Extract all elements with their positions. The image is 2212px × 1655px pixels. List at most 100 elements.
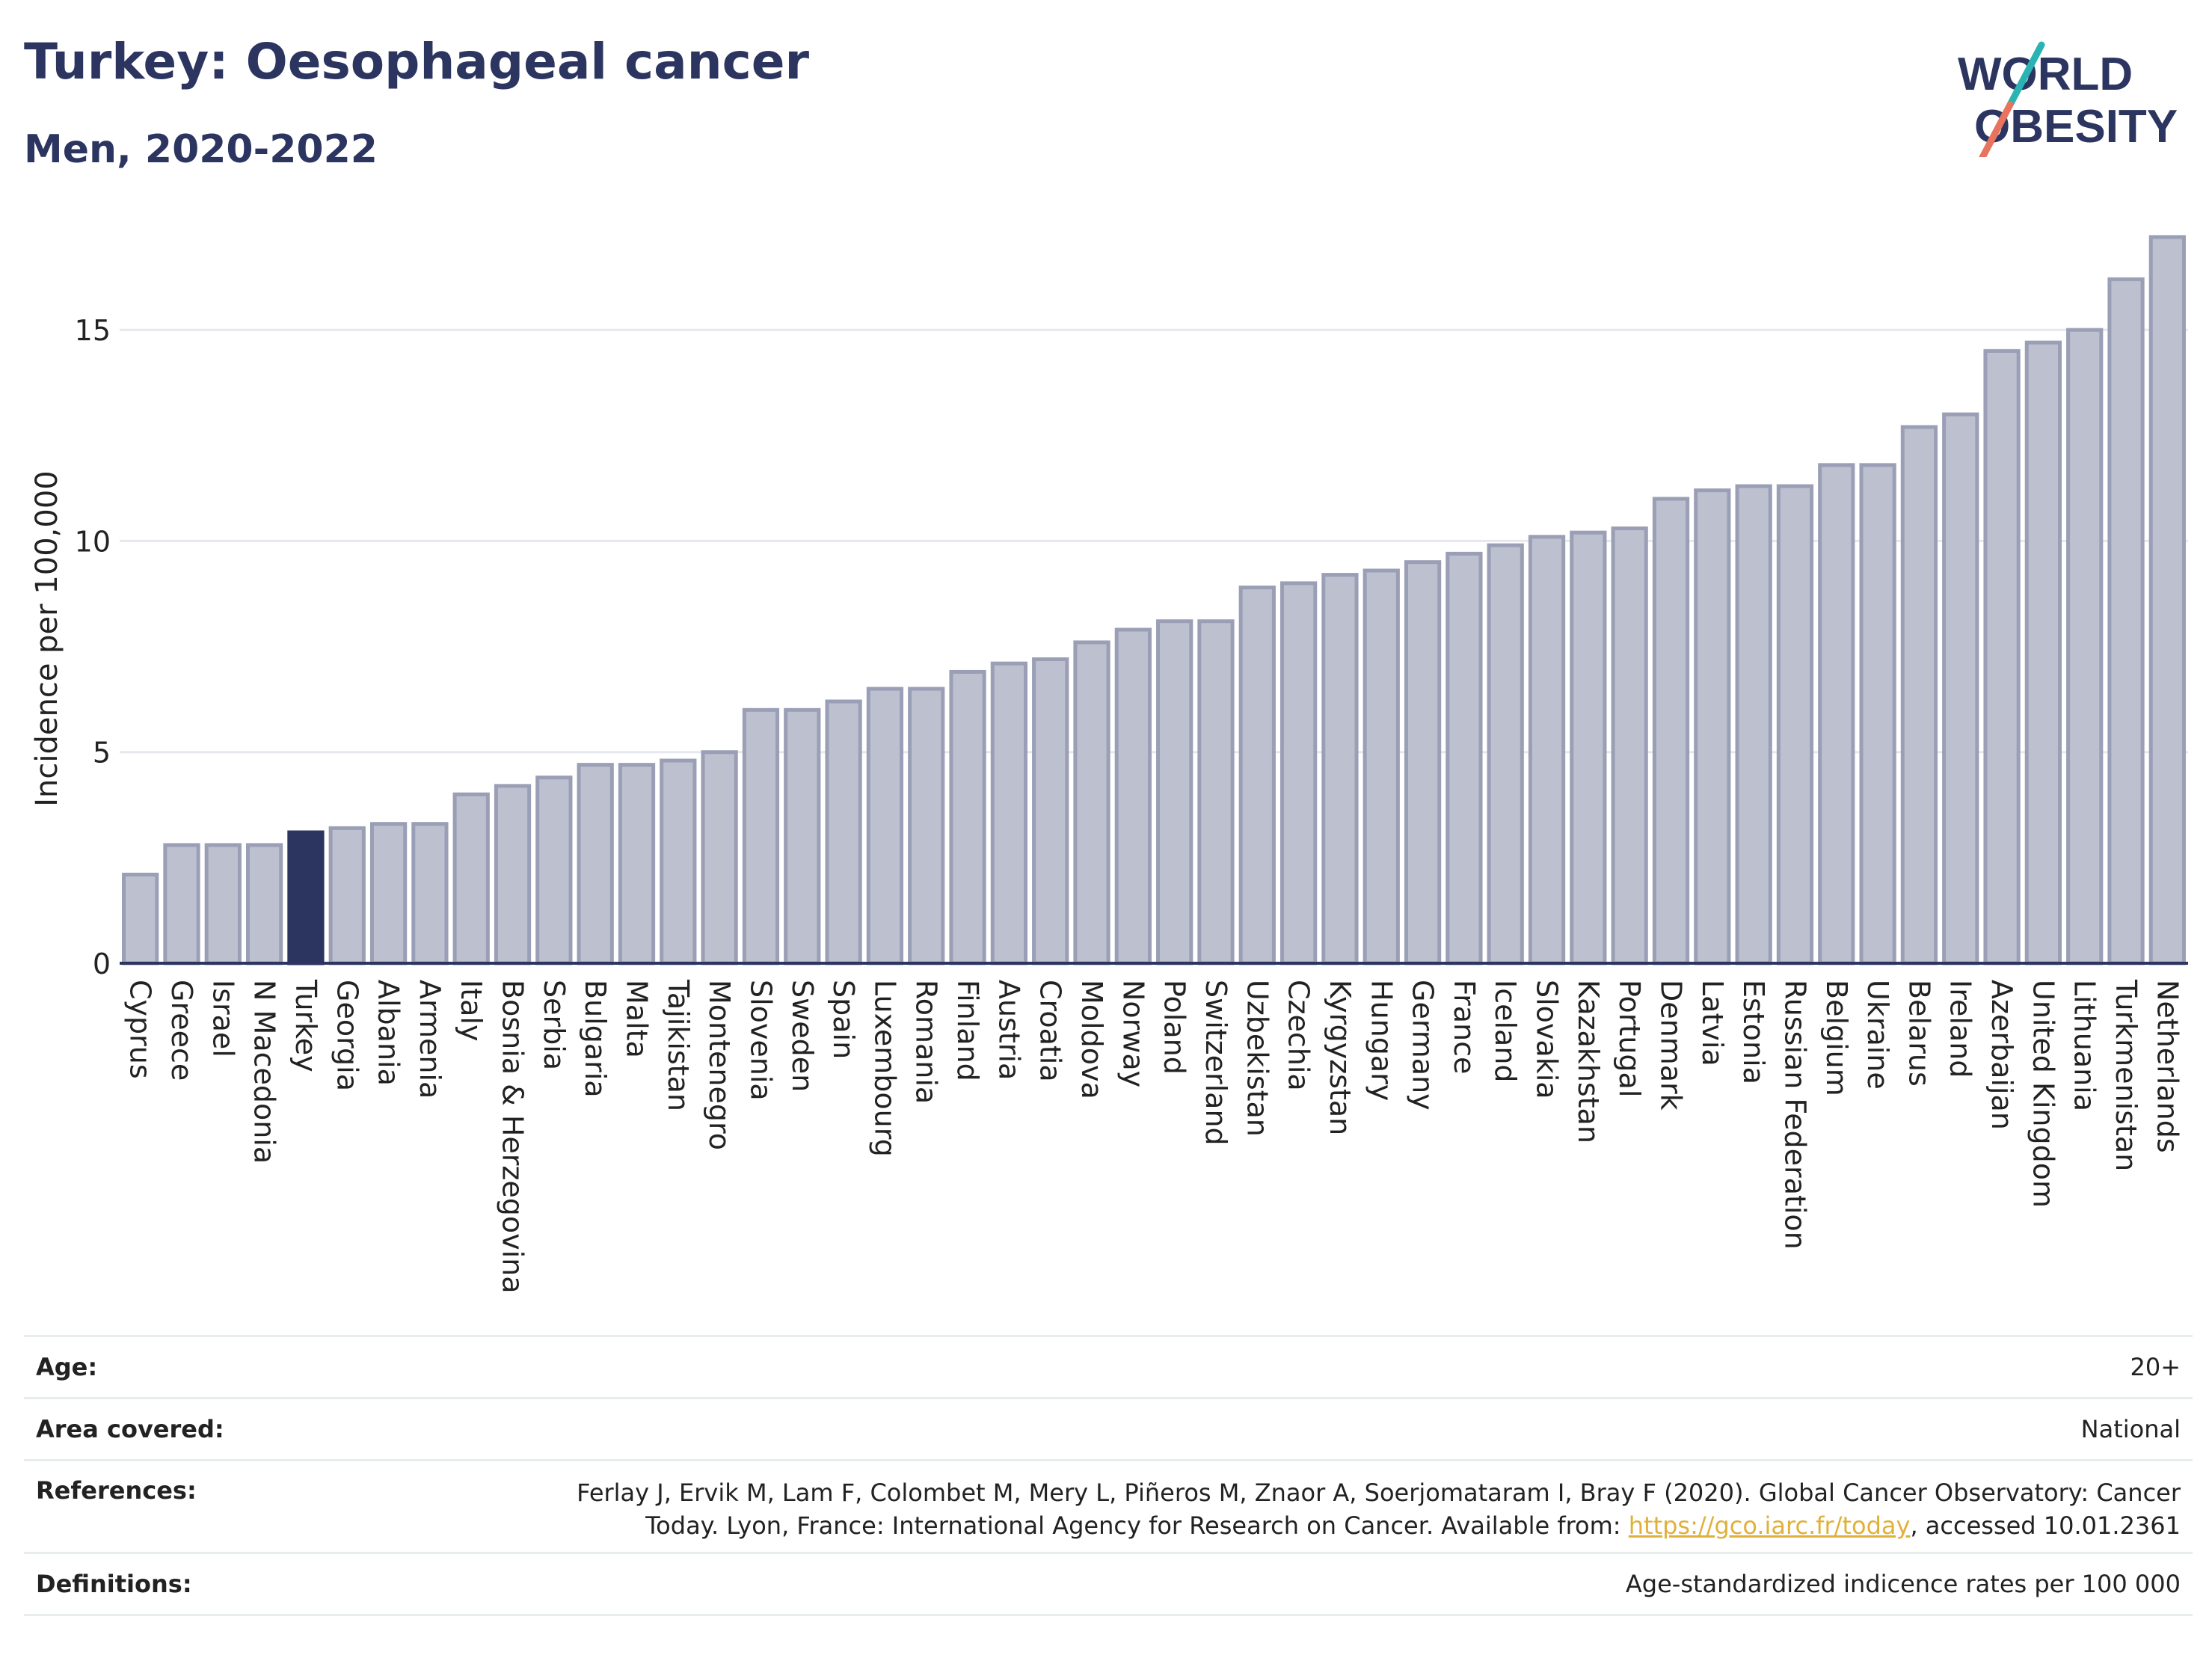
x-tick-label: Germany xyxy=(1407,980,1440,1111)
x-tick-label: France xyxy=(1448,980,1481,1074)
page-subtitle: Men, 2020-2022 xyxy=(24,127,378,172)
bar-tajikistan xyxy=(660,758,697,965)
bar-uzbekistan xyxy=(1238,586,1276,965)
x-tick-label: Bulgaria xyxy=(579,980,612,1098)
y-tick-label: 0 xyxy=(93,948,111,980)
bar-romania xyxy=(908,687,945,965)
x-tick-label: Tajikistan xyxy=(662,979,695,1111)
bar-norway xyxy=(1114,627,1152,965)
bar-belarus xyxy=(1900,425,1938,965)
x-tick-label: Norway xyxy=(1116,980,1149,1087)
bar-greece xyxy=(163,843,200,965)
y-tick-label: 15 xyxy=(75,314,111,347)
x-tick-label: Serbia xyxy=(538,980,571,1070)
bar-luxembourg xyxy=(866,687,904,965)
x-tick-label: Russian Federation xyxy=(1778,980,1811,1250)
x-tick-label: Belgium xyxy=(1820,980,1853,1096)
bar-hungary xyxy=(1362,568,1400,965)
bar-bosnia-herzegovina xyxy=(494,784,532,965)
x-tick-label: Greece xyxy=(165,980,198,1081)
x-tick-label: Hungary xyxy=(1365,980,1398,1101)
area-label: Area covered: xyxy=(36,1415,224,1443)
bar-slovenia xyxy=(742,707,780,965)
references-link[interactable]: https://gco.iarc.fr/today xyxy=(1628,1511,1911,1540)
x-tick-label: Lithuania xyxy=(2068,980,2101,1111)
x-tick-label: Czechia xyxy=(1282,980,1315,1091)
bar-czechia xyxy=(1279,581,1318,965)
x-tick-label: Ireland xyxy=(1944,980,1977,1078)
x-tick-label: Italy xyxy=(455,980,488,1041)
bar-croatia xyxy=(1032,657,1069,965)
logo-slash-coral xyxy=(1979,101,2014,157)
definitions-value: Age-standardized indicence rates per 100… xyxy=(1625,1570,2181,1598)
bar-israel xyxy=(204,843,242,965)
bar-finland xyxy=(949,669,986,965)
x-tick-label: Denmark xyxy=(1655,980,1688,1111)
x-tick-label: Spain xyxy=(827,980,860,1059)
bar-latvia xyxy=(1694,488,1731,965)
info-row-age: Age: 20+ xyxy=(24,1335,2193,1397)
bar-cyprus xyxy=(122,872,159,965)
bar-spain xyxy=(825,699,862,965)
x-tick-label: Montenegro xyxy=(703,980,736,1150)
info-row-area: Area covered: National xyxy=(24,1397,2193,1459)
references-line1: Ferlay J, Ervik M, Lam F, Colombet M, Me… xyxy=(577,1479,2181,1507)
bar-lithuania xyxy=(2066,328,2104,965)
bar-portugal xyxy=(1611,526,1648,965)
bar-austria xyxy=(990,661,1028,965)
bar-netherlands xyxy=(2148,235,2186,965)
y-tick-label: 10 xyxy=(75,525,111,558)
y-tick-label: 5 xyxy=(93,737,111,770)
info-row-references: References: Ferlay J, Ervik M, Lam F, Co… xyxy=(24,1459,2193,1552)
bar-albania xyxy=(369,822,408,965)
x-tick-label: Romania xyxy=(910,980,943,1104)
x-tick-label: Georgia xyxy=(331,980,363,1091)
y-axis-label: Incidence per 100,000 xyxy=(30,470,64,807)
bar-germany xyxy=(1404,560,1442,965)
x-tick-label: Malta xyxy=(621,980,654,1058)
bar-italy xyxy=(452,792,490,965)
references-value: Ferlay J, Ervik M, Lam F, Colombet M, Me… xyxy=(577,1476,2193,1542)
bar-sweden xyxy=(784,707,821,965)
x-tick-label: Latvia xyxy=(1696,980,1729,1066)
x-tick-label: Kyrgyzstan xyxy=(1324,980,1357,1135)
references-line2-post: , accessed 10.01.2361 xyxy=(1910,1511,2181,1540)
bar-poland xyxy=(1156,619,1193,965)
bar-france xyxy=(1446,551,1483,965)
x-tick-label: Sweden xyxy=(786,980,819,1092)
age-label: Age: xyxy=(36,1353,98,1381)
logo-line1: WORLD xyxy=(1958,49,2133,100)
x-tick-label: Austria xyxy=(992,980,1025,1080)
info-table: Age: 20+ Area covered: National Referenc… xyxy=(24,1335,2193,1616)
bar-ireland xyxy=(1942,412,1979,965)
bar-slovakia xyxy=(1528,535,1566,965)
page-title: Turkey: Oesophageal cancer xyxy=(24,33,810,90)
x-tick-label: Iceland xyxy=(1489,980,1522,1083)
bar-malta xyxy=(618,763,656,965)
bar-russian-federation xyxy=(1776,484,1814,965)
bar-ukraine xyxy=(1859,463,1896,965)
bar-georgia xyxy=(328,826,366,965)
x-tick-label: Israel xyxy=(206,980,239,1057)
x-tick-label: Estonia xyxy=(1737,980,1770,1084)
x-tick-label: Armenia xyxy=(414,980,446,1099)
references-line2-pre: Today. Lyon, France: International Agenc… xyxy=(645,1511,1629,1540)
x-tick-label: Finland xyxy=(951,980,984,1081)
x-tick-label: Turkmenistan xyxy=(2110,979,2142,1171)
bar-denmark xyxy=(1652,497,1690,965)
x-tick-label: Slovakia xyxy=(1531,980,1564,1099)
x-tick-label: Belarus xyxy=(1902,980,1935,1087)
age-value: 20+ xyxy=(2130,1353,2181,1381)
x-tick-label: United Kingdom xyxy=(2027,980,2059,1208)
x-tick-label: Bosnia & Herzegovina xyxy=(497,980,529,1294)
bar-kazakhstan xyxy=(1570,530,1607,965)
x-tick-label: Switzerland xyxy=(1199,980,1232,1146)
bar-n-macedonia xyxy=(245,843,283,965)
bar-armenia xyxy=(411,822,449,965)
bar-serbia xyxy=(535,776,573,965)
bar-montenegro xyxy=(701,750,738,965)
bar-estonia xyxy=(1735,484,1772,965)
bar-kyrgyzstan xyxy=(1321,573,1359,965)
bar-moldova xyxy=(1073,640,1110,965)
x-tick-label: Netherlands xyxy=(2151,980,2184,1153)
